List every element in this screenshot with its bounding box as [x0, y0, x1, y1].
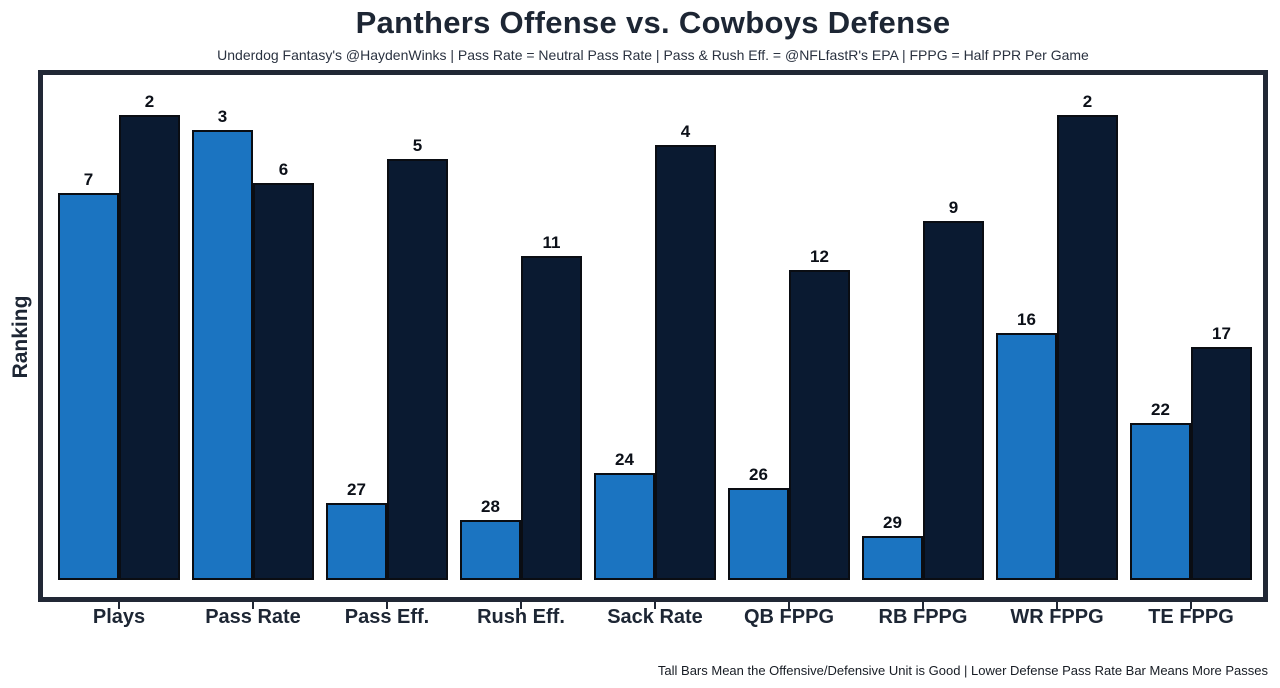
defense-bar	[1191, 347, 1252, 580]
x-tick-label: Pass Rate	[205, 606, 301, 628]
x-tick-label: RB FPPG	[878, 606, 968, 628]
defense-bar	[387, 159, 448, 580]
defense-bar	[1057, 115, 1118, 580]
x-tick-label: Sack Rate	[607, 606, 703, 628]
offense-bar	[326, 503, 387, 580]
offense-bar-value: 24	[615, 450, 634, 469]
x-tick-label: TE FPPG	[1148, 606, 1234, 628]
defense-bar-value: 9	[948, 198, 959, 217]
defense-bar-value: 2	[144, 92, 155, 111]
x-tick-mark	[1056, 602, 1058, 609]
offense-bar-value: 27	[347, 480, 366, 499]
x-tick-mark	[922, 602, 924, 609]
defense-bar-value: 17	[1212, 324, 1231, 343]
offense-bar-value: 22	[1151, 400, 1170, 419]
offense-bar	[728, 488, 789, 580]
offense-bar	[594, 473, 655, 580]
offense-bar	[192, 130, 253, 580]
offense-bar	[996, 333, 1057, 580]
defense-bar	[923, 221, 984, 580]
x-tick-mark	[118, 602, 120, 609]
defense-bar	[253, 183, 314, 580]
defense-bar-value: 4	[680, 122, 691, 141]
x-tick-mark	[1190, 602, 1192, 609]
defense-bar	[789, 270, 850, 580]
offense-bar	[460, 520, 521, 580]
x-tick-mark	[654, 602, 656, 609]
x-tick-label: Plays	[92, 606, 146, 628]
defense-bar-value: 11	[542, 233, 561, 252]
x-tick-mark	[788, 602, 790, 609]
chart-footer-note: Tall Bars Mean the Offensive/Defensive U…	[657, 663, 1268, 678]
offense-bar-value: 29	[883, 513, 902, 532]
x-tick-mark	[386, 602, 388, 609]
offense-bar-value: 28	[481, 497, 500, 516]
x-tick-mark	[252, 602, 254, 609]
offense-bar	[58, 193, 119, 580]
defense-bar	[655, 145, 716, 580]
offense-bar-value: 26	[749, 465, 768, 484]
defense-bar-value: 6	[278, 160, 289, 179]
x-tick-mark	[520, 602, 522, 609]
offense-bar	[862, 536, 923, 580]
offense-bar-value: 3	[217, 107, 228, 126]
x-tick-label: QB FPPG	[743, 606, 834, 628]
offense-bar	[1130, 423, 1191, 580]
offense-bar-value: 7	[83, 170, 94, 189]
defense-bar	[119, 115, 180, 580]
x-tick-label: WR FPPG	[1010, 606, 1104, 628]
defense-bar-value: 5	[412, 136, 423, 155]
offense-bar-value: 16	[1017, 310, 1036, 329]
x-tick-label: Rush Eff.	[477, 606, 565, 628]
chart-subtitle: Underdog Fantasy's @HaydenWinks | Pass R…	[217, 47, 1089, 63]
x-tick-label: Pass Eff.	[344, 606, 430, 628]
defense-bar	[521, 256, 582, 580]
defense-bar-value: 12	[810, 247, 829, 266]
defense-bar-value: 2	[1082, 92, 1093, 111]
chart-title: Panthers Offense vs. Cowboys Defense	[355, 5, 951, 40]
